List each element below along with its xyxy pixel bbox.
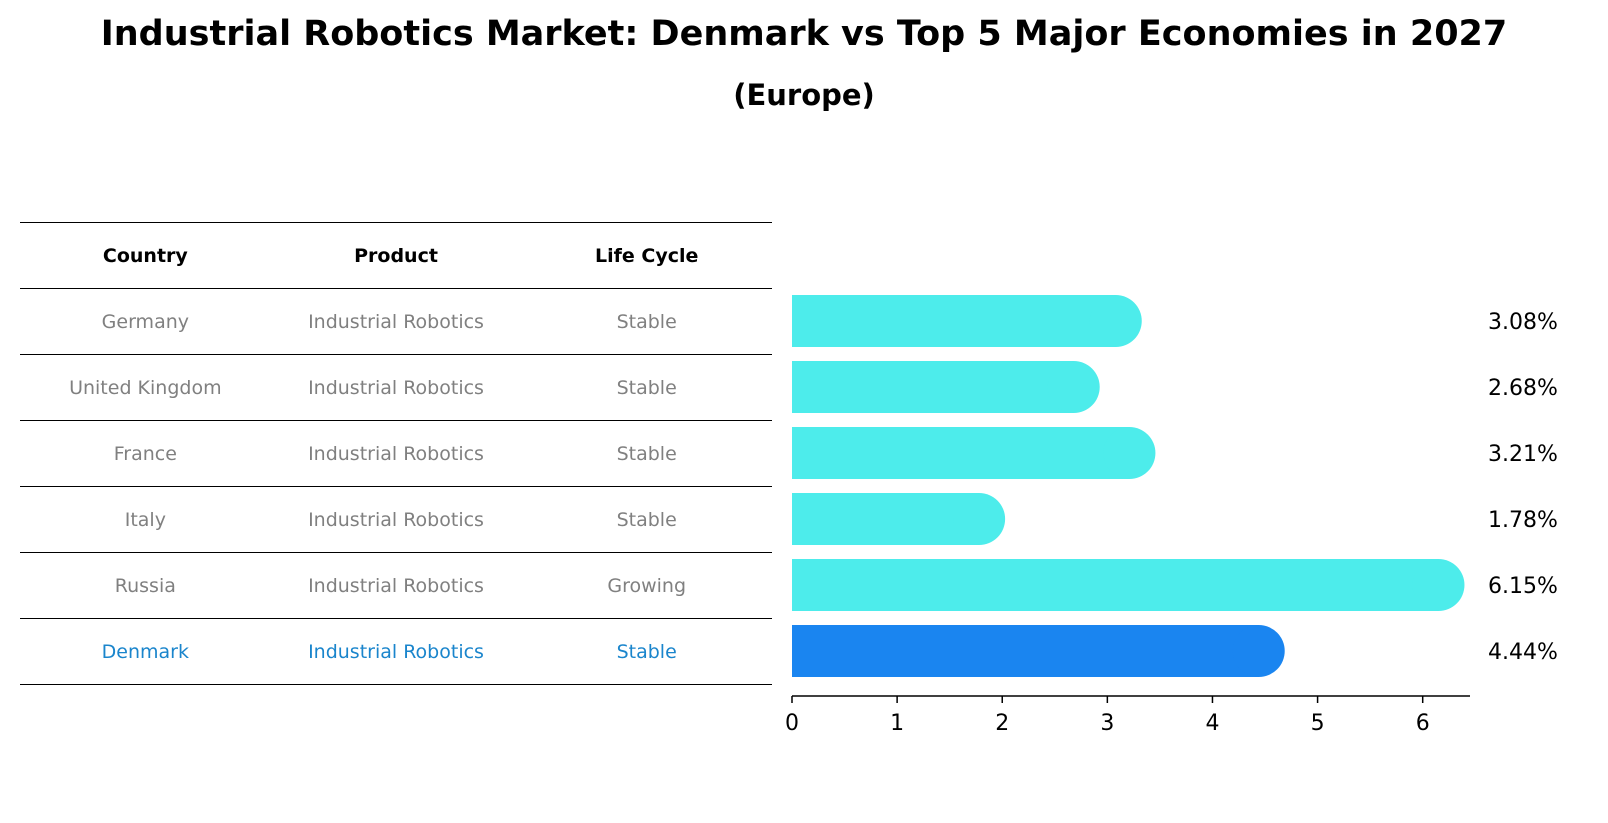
life-cycle-cell: Stable [616, 640, 677, 663]
country-cell: Denmark [101, 640, 189, 663]
table-row-highlighted: Denmark Industrial Robotics Stable [20, 618, 772, 685]
bar-cap [1412, 559, 1465, 611]
life-cycle-cell: Stable [616, 442, 677, 465]
data-label: 6.15% [1488, 574, 1558, 599]
country-cell: France [113, 442, 177, 465]
x-tick-label: 3 [1100, 711, 1114, 736]
product-cell: Industrial Robotics [308, 310, 484, 333]
data-label: 3.08% [1488, 310, 1558, 335]
data-table: Country Product Life Cycle Germany Indus… [20, 222, 772, 685]
product-cell: Industrial Robotics [308, 508, 484, 531]
bar-cap [1089, 295, 1142, 347]
x-tick-label: 1 [890, 711, 904, 736]
header-country: Country [102, 244, 188, 267]
data-label: 2.68% [1488, 376, 1558, 401]
table-row: Italy Industrial Robotics Stable [20, 486, 772, 552]
x-tick-label: 4 [1205, 711, 1219, 736]
bar [792, 295, 1116, 347]
bar [792, 559, 1439, 611]
life-cycle-cell: Growing [607, 574, 687, 597]
chart-title: Industrial Robotics Market: Denmark vs T… [100, 14, 1508, 54]
bar [792, 427, 1130, 479]
country-cell: United Kingdom [69, 376, 222, 399]
country-cell: Russia [114, 574, 176, 597]
x-tick-label: 5 [1311, 711, 1325, 736]
bar-cap [1232, 625, 1285, 677]
table-header-row: Country Product Life Cycle [20, 222, 772, 288]
data-label: 3.21% [1488, 442, 1558, 467]
table-row: France Industrial Robotics Stable [20, 420, 772, 486]
data-label: 4.44% [1488, 640, 1558, 665]
product-cell: Industrial Robotics [308, 376, 484, 399]
bar-cap [953, 493, 1006, 545]
x-tick-label: 6 [1416, 711, 1430, 736]
table-row: Germany Industrial Robotics Stable [20, 288, 772, 354]
product-cell: Industrial Robotics [308, 442, 484, 465]
life-cycle-cell: Stable [616, 508, 677, 531]
bar-cap [1047, 361, 1100, 413]
country-cell: Italy [124, 508, 166, 531]
bar-cap [1103, 427, 1156, 479]
product-cell: Industrial Robotics [308, 640, 484, 663]
life-cycle-cell: Stable [616, 310, 677, 333]
product-cell: Industrial Robotics [308, 574, 484, 597]
bar [792, 625, 1259, 677]
bar [792, 361, 1074, 413]
bar [792, 493, 980, 545]
header-product: Product [354, 244, 438, 267]
data-label: 1.78% [1488, 508, 1558, 533]
x-tick-label: 0 [785, 711, 799, 736]
x-tick-label: 2 [995, 711, 1009, 736]
table-row: United Kingdom Industrial Robotics Stabl… [20, 354, 772, 420]
chart-subtitle: (Europe) [733, 78, 875, 112]
header-life-cycle: Life Cycle [594, 244, 699, 267]
life-cycle-cell: Stable [616, 376, 677, 399]
country-cell: Germany [101, 310, 189, 333]
table-row: Russia Industrial Robotics Growing [20, 552, 772, 618]
